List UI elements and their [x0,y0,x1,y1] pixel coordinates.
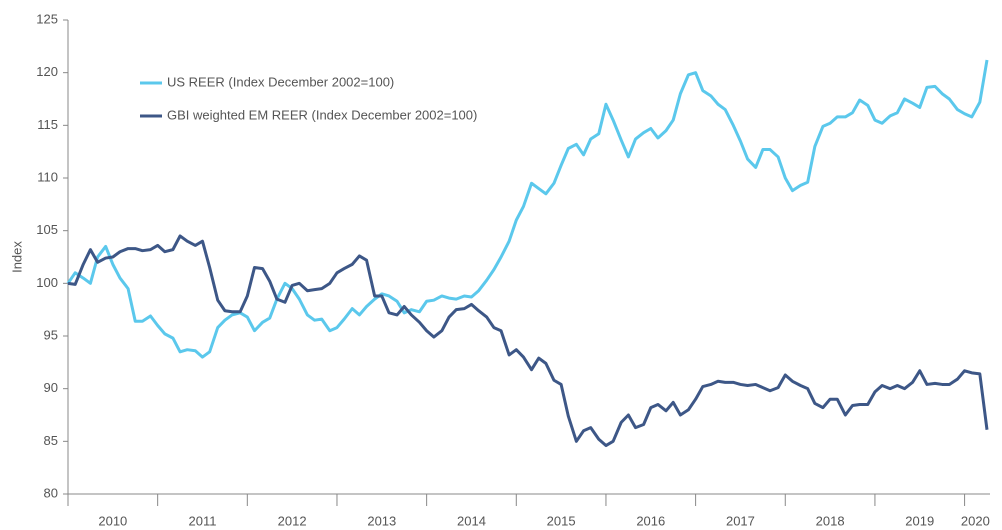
x-tick-label: 2020 [961,513,990,528]
y-tick-label: 125 [36,11,58,26]
series-line [66,59,989,359]
x-tick-label: 2017 [726,513,755,528]
x-tick-label: 2016 [636,513,665,528]
y-tick-label: 85 [44,433,58,448]
y-tick-label: 120 [36,64,58,79]
x-tick-label: 2010 [98,513,127,528]
y-tick-label: 90 [44,380,58,395]
y-tick-label: 100 [36,275,58,290]
legend-label: GBI weighted EM REER (Index December 200… [167,107,477,122]
x-tick-label: 2012 [278,513,307,528]
x-tick-label: 2015 [547,513,576,528]
y-axis-label: Index [9,241,24,273]
x-tick-label: 2018 [816,513,845,528]
x-tick-label: 2011 [189,513,217,528]
series-line [67,234,989,448]
y-tick-label: 105 [36,222,58,237]
x-tick-label: 2019 [905,513,934,528]
y-tick-label: 95 [44,327,58,342]
x-tick-label: 2014 [457,513,486,528]
x-tick-label: 2013 [367,513,396,528]
y-tick-label: 110 [37,169,58,184]
y-tick-label: 115 [37,117,58,132]
legend-label: US REER (Index December 2002=100) [167,74,394,89]
y-tick-label: 80 [44,485,58,500]
